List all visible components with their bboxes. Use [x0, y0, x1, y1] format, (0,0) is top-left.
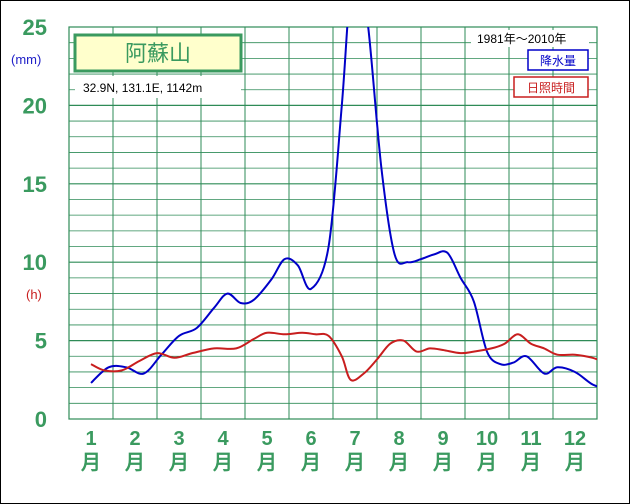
x-tick-suffix: 月 — [80, 452, 101, 474]
y-tick-label: 15 — [23, 172, 47, 197]
y-tick-label: 25 — [23, 15, 47, 40]
legend-precip-box — [527, 49, 589, 71]
station-box — [73, 33, 243, 73]
location-bg — [75, 76, 241, 98]
y-tick-label: 20 — [23, 93, 47, 118]
period-bg — [471, 30, 589, 47]
x-tick-label: 9 — [437, 428, 448, 450]
precipitation-line — [90, 27, 597, 388]
x-tick-suffix: 月 — [256, 452, 277, 474]
series-lines — [90, 27, 597, 388]
x-tick-suffix: 月 — [520, 452, 541, 474]
x-tick-label: 11 — [520, 428, 541, 450]
x-tick-suffix: 月 — [300, 452, 321, 474]
x-tick-label: 3 — [173, 428, 184, 450]
y-unit-precip: (mm) — [11, 52, 41, 67]
y-axis-ticks: 0 5 10 15 20 25 — [23, 15, 47, 432]
y-unit-sun: (h) — [26, 287, 42, 302]
y-tick-label: 10 — [23, 250, 47, 275]
legend-precip: 降水量 — [540, 54, 576, 68]
x-tick-suffix: 月 — [124, 452, 145, 474]
x-tick-label: 6 — [305, 428, 316, 450]
period-text: 1981年〜2010年 — [477, 32, 566, 46]
x-tick-suffix: 月 — [476, 452, 497, 474]
x-tick-suffix: 月 — [168, 452, 189, 474]
x-tick-label: 8 — [393, 428, 404, 450]
x-tick-label: 5 — [261, 428, 272, 450]
location-text: 32.9N, 131.1E, 1142m — [83, 81, 202, 95]
x-tick-suffix: 月 — [388, 452, 409, 474]
y-tick-label: 5 — [35, 329, 47, 354]
x-tick-suffix: 月 — [432, 452, 453, 474]
x-tick-label: 1 — [85, 428, 96, 450]
x-tick-suffix: 月 — [344, 452, 365, 474]
x-tick-suffix: 月 — [212, 452, 233, 474]
x-tick-label: 10 — [476, 428, 498, 450]
station-name: 阿蘇山 — [125, 41, 191, 66]
sunshine-line — [90, 331, 597, 382]
x-tick-suffix: 月 — [564, 452, 585, 474]
x-tick-label: 7 — [349, 428, 360, 450]
x-tick-label: 4 — [217, 428, 229, 450]
y-tick-label: 0 — [35, 407, 47, 432]
x-tick-label: 12 — [564, 428, 586, 450]
legend-sun-box — [513, 76, 589, 98]
x-tick-label: 2 — [129, 428, 140, 450]
legend-sun: 日照時間 — [527, 81, 575, 95]
